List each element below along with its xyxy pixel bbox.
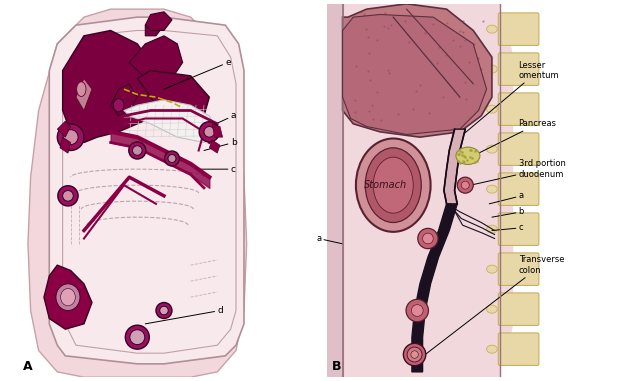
Polygon shape xyxy=(76,78,92,110)
Text: a: a xyxy=(316,234,342,244)
Text: Lesser
omentum: Lesser omentum xyxy=(460,61,559,137)
Polygon shape xyxy=(62,30,164,142)
Circle shape xyxy=(160,306,168,315)
Circle shape xyxy=(411,305,423,316)
Circle shape xyxy=(58,186,78,206)
Circle shape xyxy=(458,177,473,193)
Text: A: A xyxy=(22,360,32,373)
Polygon shape xyxy=(342,4,500,377)
Polygon shape xyxy=(209,140,220,153)
FancyBboxPatch shape xyxy=(498,53,539,85)
Circle shape xyxy=(168,155,176,163)
Text: c: c xyxy=(492,223,523,232)
Polygon shape xyxy=(342,14,487,134)
Ellipse shape xyxy=(356,138,431,232)
Text: 3rd portion
duodenum: 3rd portion duodenum xyxy=(471,160,566,185)
FancyBboxPatch shape xyxy=(498,13,539,45)
Ellipse shape xyxy=(365,148,421,223)
Circle shape xyxy=(63,130,78,145)
Text: b: b xyxy=(492,207,524,217)
Circle shape xyxy=(125,325,149,349)
Ellipse shape xyxy=(487,25,498,33)
Ellipse shape xyxy=(56,284,80,311)
Circle shape xyxy=(461,181,469,189)
Circle shape xyxy=(130,330,145,345)
Polygon shape xyxy=(145,12,172,30)
Polygon shape xyxy=(49,17,244,364)
Ellipse shape xyxy=(77,82,86,96)
FancyBboxPatch shape xyxy=(498,333,539,365)
Circle shape xyxy=(132,146,142,155)
FancyBboxPatch shape xyxy=(498,213,539,245)
Ellipse shape xyxy=(456,147,480,165)
Circle shape xyxy=(418,228,438,249)
Polygon shape xyxy=(111,84,138,116)
Text: B: B xyxy=(332,360,341,373)
Polygon shape xyxy=(327,4,513,377)
Text: e: e xyxy=(164,58,231,89)
Polygon shape xyxy=(58,121,71,137)
Polygon shape xyxy=(124,100,218,142)
Polygon shape xyxy=(60,137,71,153)
Circle shape xyxy=(164,151,179,166)
Ellipse shape xyxy=(487,305,498,313)
Text: a: a xyxy=(204,111,236,129)
Circle shape xyxy=(403,343,426,366)
Circle shape xyxy=(62,190,73,201)
Circle shape xyxy=(406,299,429,322)
Ellipse shape xyxy=(487,345,498,353)
Circle shape xyxy=(199,122,219,142)
Circle shape xyxy=(422,233,433,244)
Ellipse shape xyxy=(113,99,124,112)
Polygon shape xyxy=(342,4,492,137)
Ellipse shape xyxy=(373,157,413,213)
FancyBboxPatch shape xyxy=(498,133,539,165)
Circle shape xyxy=(58,124,84,150)
Ellipse shape xyxy=(487,225,498,233)
Text: Stomach: Stomach xyxy=(364,180,407,190)
FancyBboxPatch shape xyxy=(498,173,539,205)
FancyBboxPatch shape xyxy=(498,253,539,285)
Polygon shape xyxy=(212,124,222,137)
Text: a: a xyxy=(489,191,524,204)
FancyBboxPatch shape xyxy=(498,93,539,125)
Ellipse shape xyxy=(487,265,498,273)
FancyBboxPatch shape xyxy=(498,293,539,325)
Text: Pancreas: Pancreas xyxy=(473,119,557,156)
Circle shape xyxy=(129,142,146,159)
Circle shape xyxy=(407,347,422,362)
Polygon shape xyxy=(327,4,342,377)
Polygon shape xyxy=(138,70,209,124)
Text: Transverse
colon: Transverse colon xyxy=(425,256,564,354)
Ellipse shape xyxy=(487,65,498,73)
Ellipse shape xyxy=(487,145,498,153)
Polygon shape xyxy=(412,204,458,372)
Polygon shape xyxy=(145,17,164,36)
Text: b: b xyxy=(204,138,236,150)
Text: d: d xyxy=(145,306,223,324)
Polygon shape xyxy=(28,9,247,377)
Circle shape xyxy=(204,126,214,137)
Circle shape xyxy=(411,351,418,358)
Polygon shape xyxy=(129,36,182,84)
Text: c: c xyxy=(199,165,236,174)
Ellipse shape xyxy=(487,105,498,113)
Polygon shape xyxy=(444,129,465,204)
Polygon shape xyxy=(44,265,92,329)
Ellipse shape xyxy=(487,185,498,193)
Circle shape xyxy=(156,303,172,319)
Ellipse shape xyxy=(61,288,75,306)
